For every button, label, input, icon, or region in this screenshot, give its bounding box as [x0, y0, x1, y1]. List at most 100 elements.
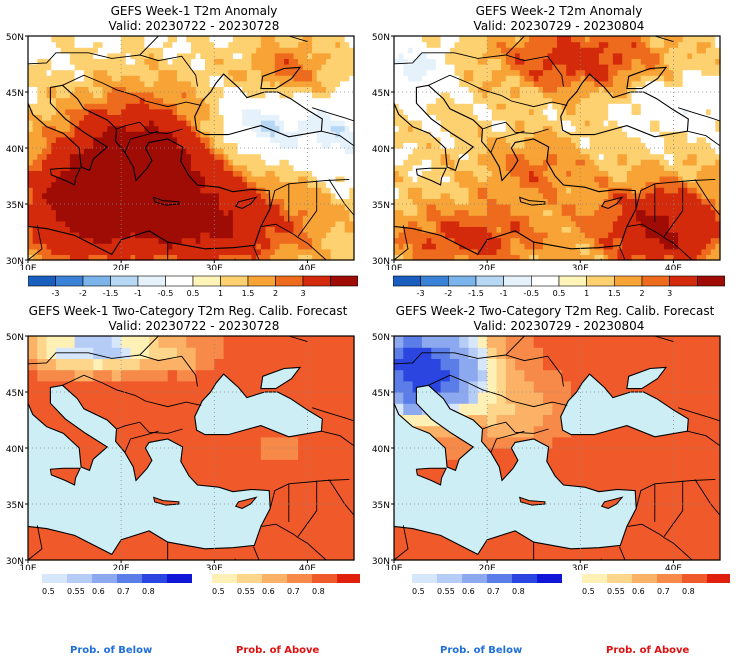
colorbar-tick: 2	[639, 289, 644, 298]
colorbar-swatch	[420, 275, 449, 287]
colorbar-tick: 1.5	[242, 289, 255, 298]
coastline	[260, 366, 302, 390]
colorbar-tick: -1	[500, 289, 508, 298]
above-swatch	[337, 574, 362, 583]
colorbar-swatch	[82, 275, 111, 287]
prob-above-label-w1: Prob. of Above	[236, 645, 320, 656]
colorbar-tick: -2	[79, 289, 87, 298]
coastline	[394, 384, 637, 556]
border-line	[252, 246, 260, 260]
colorbar-tick: -1.5	[468, 289, 484, 298]
prob-below-label-w2: Prob. of Below	[440, 645, 523, 656]
above-tick: 0.7	[287, 587, 300, 596]
border-line	[524, 36, 674, 43]
island	[153, 496, 180, 506]
border-line	[158, 36, 308, 43]
border-line	[677, 407, 720, 422]
border-line	[394, 52, 455, 65]
colorbar-swatch	[192, 275, 221, 287]
lon-label: 40E	[299, 264, 316, 270]
above-swatch	[707, 574, 732, 583]
above-tick: 0.7	[657, 587, 670, 596]
colorbar-swatch	[55, 275, 84, 287]
lat-label: 40N	[372, 145, 390, 155]
coastline	[734, 375, 736, 484]
border-line	[297, 180, 318, 237]
border-line	[321, 130, 354, 147]
coastline	[600, 558, 603, 560]
colorbar-swatch	[697, 275, 726, 287]
lat-label: 50N	[6, 333, 24, 343]
panel3-title: GEFS Week-1 Two-Category T2m Reg. Calib.…	[28, 304, 348, 318]
border-line	[454, 352, 564, 387]
border-line	[687, 130, 720, 147]
border-line	[490, 430, 525, 453]
coastline	[194, 373, 323, 438]
island	[600, 196, 624, 210]
colorbar-swatch	[392, 275, 421, 287]
below-tick: 0.8	[142, 587, 155, 596]
island	[415, 167, 447, 186]
lon-label: 40E	[299, 564, 316, 570]
border-line	[139, 336, 160, 356]
island	[234, 196, 258, 210]
lon-label: 20E	[479, 564, 496, 570]
coastline	[626, 366, 668, 390]
map-panel-w2-anom: 50N 45N 40N 35N 30N 10E 20E 30E 40E	[366, 30, 736, 270]
coastline	[626, 66, 668, 90]
colorbar-tick: 3	[667, 289, 672, 298]
below-swatch	[117, 574, 142, 583]
lat-label: 50N	[6, 33, 24, 43]
above-tick: 0.6	[262, 587, 275, 596]
lon-label: 10E	[19, 564, 36, 570]
lon-label: 30E	[206, 564, 223, 570]
colorbar-swatch	[247, 275, 276, 287]
lat-label: 50N	[372, 333, 390, 343]
colorbar-swatch	[669, 275, 698, 287]
colorbar-swatch	[27, 275, 56, 287]
border-line	[482, 421, 549, 434]
colorbar-swatch	[330, 275, 359, 287]
below-swatch	[437, 574, 462, 583]
lat-label: 30N	[6, 557, 24, 567]
lat-label: 35N	[6, 501, 24, 511]
lon-label: 10E	[385, 264, 402, 270]
below-swatch	[512, 574, 537, 583]
border-line	[505, 336, 526, 356]
lat-label: 40N	[6, 145, 24, 155]
above-tick: 0.5	[582, 587, 595, 596]
border-line	[116, 121, 183, 134]
colorbar-swatch	[475, 275, 504, 287]
above-swatch	[312, 574, 337, 583]
colorbar-swatch	[220, 275, 249, 287]
coastline	[28, 84, 271, 256]
border-line	[28, 525, 43, 560]
panel2-title: GEFS Week-2 T2m Anomaly	[475, 4, 643, 18]
above-swatch	[287, 574, 312, 583]
coastline	[734, 75, 736, 184]
above-swatch	[632, 574, 657, 583]
border-line	[490, 130, 525, 153]
border-line	[116, 421, 183, 434]
colorbar-swatch	[641, 275, 670, 287]
lat-label: 40N	[372, 445, 390, 455]
lat-label: 30N	[372, 557, 390, 567]
border-line	[62, 374, 202, 408]
colorbar-tick: 0.5	[553, 289, 566, 298]
lat-label: 45N	[372, 389, 390, 399]
border-line	[28, 52, 89, 65]
prob-below-label-w1: Prob. of Below	[70, 645, 153, 656]
panel4-title: GEFS Week-2 Two-Category T2m Reg. Calib.…	[395, 304, 715, 318]
prob-above-label-w2: Prob. of Above	[606, 645, 690, 656]
colorbar-tick: -2	[444, 289, 452, 298]
coastline	[560, 373, 689, 438]
lon-label: 20E	[113, 564, 130, 570]
lat-label: 45N	[372, 89, 390, 99]
colorbar-tick: 2	[273, 289, 278, 298]
lat-label: 35N	[372, 501, 390, 511]
anomaly-colorbar-w1: -3 -2 -1.5 -1 -0.5 0.5 1 1.5 2 3	[27, 274, 359, 298]
border-line	[663, 180, 684, 237]
above-tick: 0.5	[212, 587, 225, 596]
border-line	[88, 352, 198, 387]
colorbar-tick: -0.5	[158, 289, 174, 298]
